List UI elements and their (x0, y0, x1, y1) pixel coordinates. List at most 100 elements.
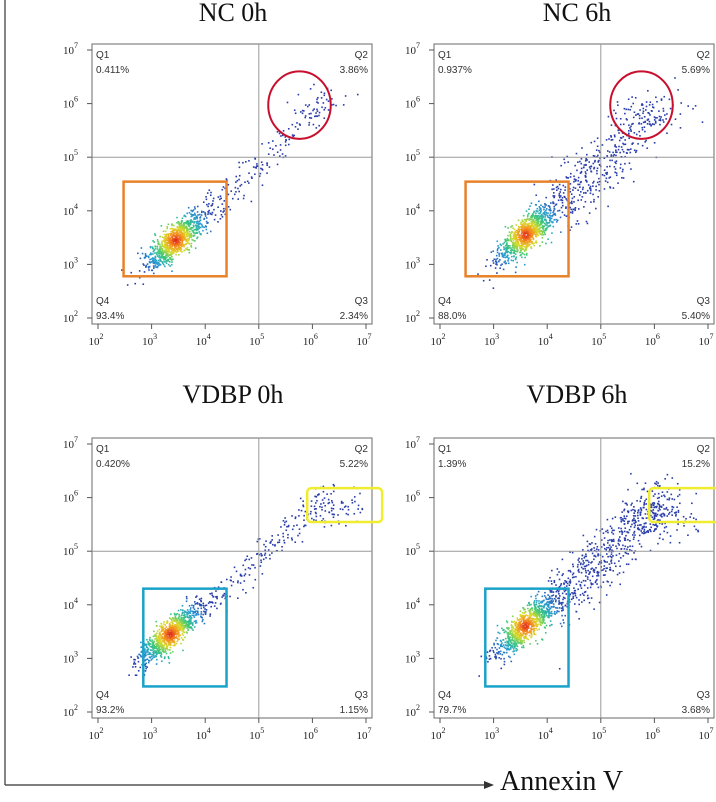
data-point (158, 263, 161, 266)
data-point (181, 233, 183, 235)
data-point (507, 260, 509, 262)
data-point (180, 642, 182, 645)
data-point (146, 263, 149, 265)
data-point (144, 663, 146, 666)
data-point (187, 242, 189, 244)
data-point (558, 607, 561, 609)
data-point (586, 545, 589, 548)
data-point (536, 629, 539, 631)
data-point (167, 656, 170, 658)
data-point (156, 647, 159, 650)
data-point (272, 543, 274, 546)
data-point (543, 626, 546, 629)
data-point (174, 232, 176, 235)
data-point (160, 248, 162, 251)
data-point (515, 244, 517, 246)
data-point (552, 184, 554, 186)
data-point (539, 244, 541, 247)
data-point (181, 229, 184, 232)
data-point (177, 241, 179, 243)
data-point (510, 624, 513, 626)
data-point (526, 628, 529, 631)
data-point (539, 230, 541, 232)
data-point (540, 616, 543, 619)
data-point (595, 149, 598, 151)
data-point (527, 619, 529, 621)
data-point (583, 164, 586, 166)
data-point (627, 538, 629, 541)
data-point (623, 508, 626, 511)
data-point (181, 217, 184, 220)
data-point (526, 632, 528, 635)
data-point (550, 602, 552, 604)
data-point (528, 611, 531, 613)
data-point (157, 249, 160, 252)
data-point (541, 218, 544, 220)
data-point (525, 210, 528, 212)
data-point (322, 490, 325, 493)
data-point (168, 251, 171, 253)
data-point (167, 259, 169, 261)
data-point (609, 539, 611, 541)
data-point (199, 604, 201, 607)
data-point (504, 244, 507, 247)
data-point (606, 529, 609, 532)
data-point (514, 622, 516, 625)
data-point (538, 209, 541, 212)
data-point (316, 110, 319, 112)
data-point (181, 622, 184, 625)
data-point (555, 186, 558, 189)
data-point (520, 637, 522, 640)
data-point (152, 656, 155, 658)
data-point (581, 558, 583, 560)
data-point (511, 244, 514, 247)
data-point (506, 244, 508, 247)
data-point (219, 195, 222, 197)
data-point (508, 246, 511, 249)
data-point (167, 252, 169, 255)
data-point (566, 199, 569, 202)
data-point (202, 604, 204, 607)
data-point (621, 176, 623, 179)
data-point (520, 226, 522, 228)
data-point (579, 186, 581, 188)
data-point (192, 629, 194, 631)
quadrant-q1-name: Q1 (96, 50, 110, 61)
data-point (518, 226, 521, 229)
data-point (598, 183, 600, 186)
data-point (315, 519, 317, 522)
data-point (183, 231, 186, 233)
data-point (502, 268, 505, 271)
data-point (542, 225, 544, 228)
data-point (304, 104, 307, 106)
data-point (345, 524, 347, 527)
data-point (526, 233, 529, 235)
data-point (615, 160, 618, 162)
data-point (633, 522, 636, 525)
data-point (528, 208, 530, 211)
data-point (152, 240, 154, 242)
data-point (589, 571, 591, 573)
data-point (549, 576, 551, 579)
data-point (248, 159, 250, 162)
data-point (508, 636, 510, 638)
data-point (626, 548, 628, 551)
data-point (659, 519, 661, 521)
data-point (644, 130, 646, 133)
data-point (207, 205, 209, 208)
data-point (162, 648, 164, 651)
data-point (535, 614, 537, 616)
data-point (255, 167, 258, 169)
data-point (658, 119, 661, 121)
data-point (179, 231, 181, 233)
data-point (602, 532, 605, 534)
data-point (171, 640, 174, 642)
data-point (170, 618, 172, 620)
data-point (497, 245, 499, 247)
data-point (627, 520, 629, 523)
data-point (535, 225, 537, 227)
data-point (587, 549, 589, 552)
data-point (569, 551, 571, 553)
data-point (260, 552, 262, 555)
data-point (168, 617, 171, 619)
